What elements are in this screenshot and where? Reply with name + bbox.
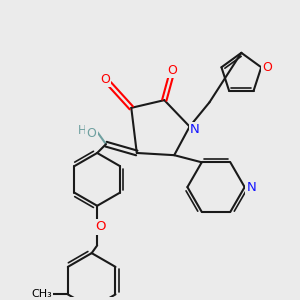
- Text: CH₃: CH₃: [31, 290, 52, 299]
- Text: N: N: [246, 181, 256, 194]
- Text: H: H: [77, 124, 86, 137]
- Text: O: O: [262, 61, 272, 74]
- Text: O: O: [95, 220, 106, 233]
- Text: O: O: [167, 64, 177, 77]
- Text: O: O: [87, 127, 97, 140]
- Text: O: O: [100, 73, 110, 86]
- Text: N: N: [190, 123, 200, 136]
